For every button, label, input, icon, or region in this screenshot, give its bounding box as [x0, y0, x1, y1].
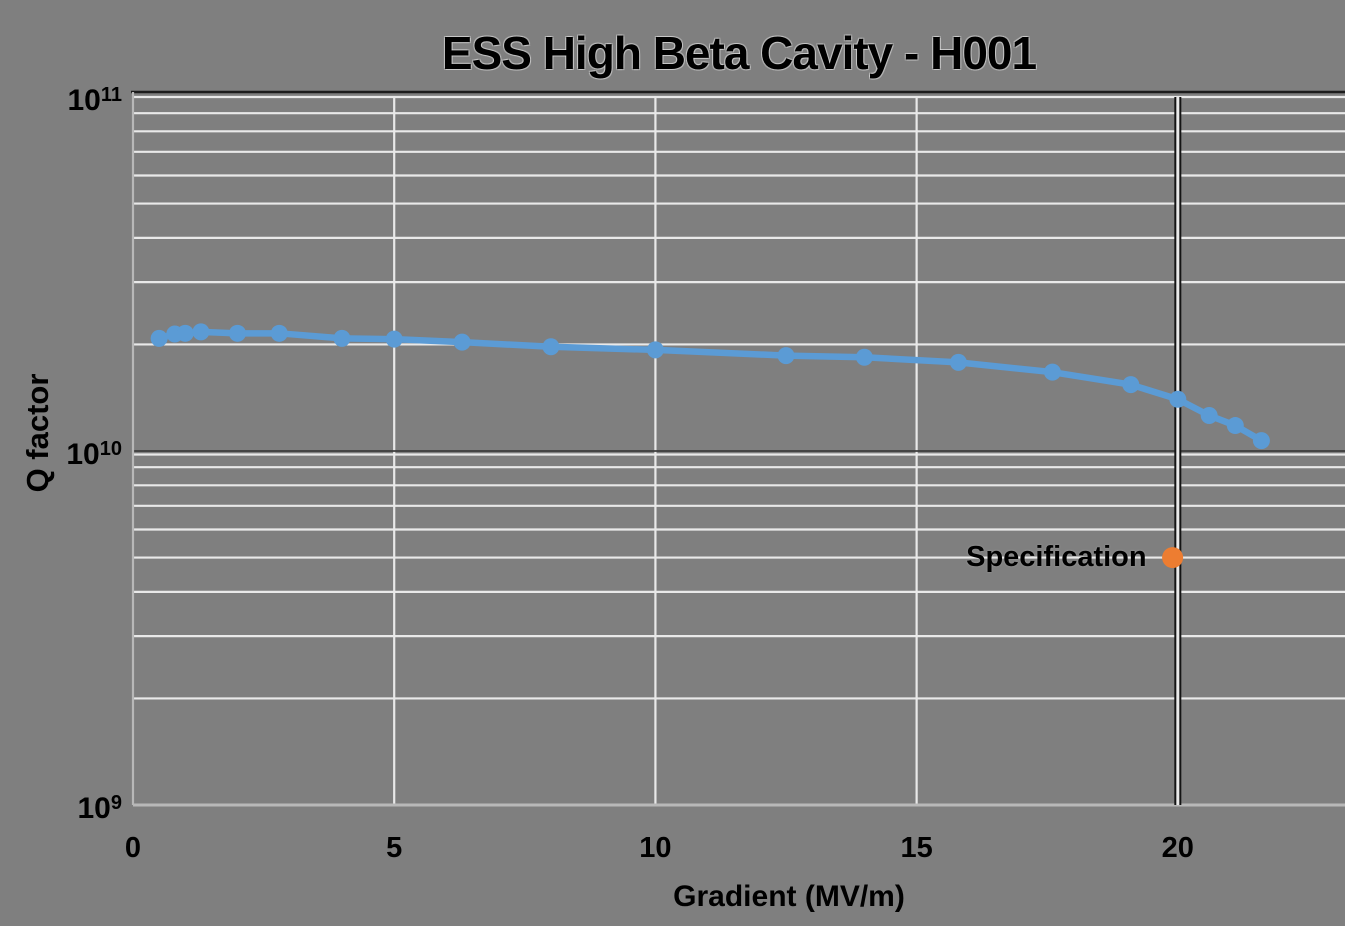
data-point — [1043, 363, 1061, 381]
data-point — [1252, 432, 1270, 450]
data-point — [150, 329, 168, 347]
data-point — [1122, 376, 1140, 394]
data-point — [385, 330, 403, 348]
data-point — [542, 338, 560, 356]
x-tick-label: 0 — [124, 832, 142, 864]
data-point — [1200, 406, 1218, 424]
data-point — [646, 341, 664, 359]
y-axis-label: Q factor — [20, 373, 55, 493]
data-point — [176, 324, 194, 342]
y-tick-label: 1011 — [67, 84, 122, 117]
specification-point — [1162, 547, 1184, 569]
data-point — [270, 324, 288, 342]
horizontal-minor-gridlines — [133, 95, 1345, 700]
data-point — [333, 329, 351, 347]
specification-annotation — [1162, 547, 1184, 569]
data-point — [453, 333, 471, 351]
x-tick-label: 15 — [900, 832, 933, 864]
x-axis-label: Gradient (MV/m) — [673, 880, 905, 913]
x-tick-label: 10 — [639, 832, 672, 864]
chart-title: ESS High Beta Cavity - H001 — [441, 27, 1037, 79]
data-point — [777, 347, 795, 365]
specification-label: Specification — [966, 540, 1147, 573]
x-tick-label: 20 — [1161, 832, 1194, 864]
x-tick-label: 5 — [386, 832, 403, 864]
major-gridlines-and-borders — [131, 90, 1345, 807]
q-factor-series — [150, 323, 1270, 450]
data-point — [855, 348, 873, 366]
y-tick-label: 109 — [77, 792, 123, 825]
data-point — [228, 324, 246, 342]
data-point — [949, 353, 967, 371]
data-point — [1226, 417, 1244, 435]
data-point — [192, 323, 210, 341]
series-line — [155, 328, 1265, 444]
y-tick-label: 1010 — [66, 438, 122, 471]
data-point — [1169, 390, 1187, 408]
